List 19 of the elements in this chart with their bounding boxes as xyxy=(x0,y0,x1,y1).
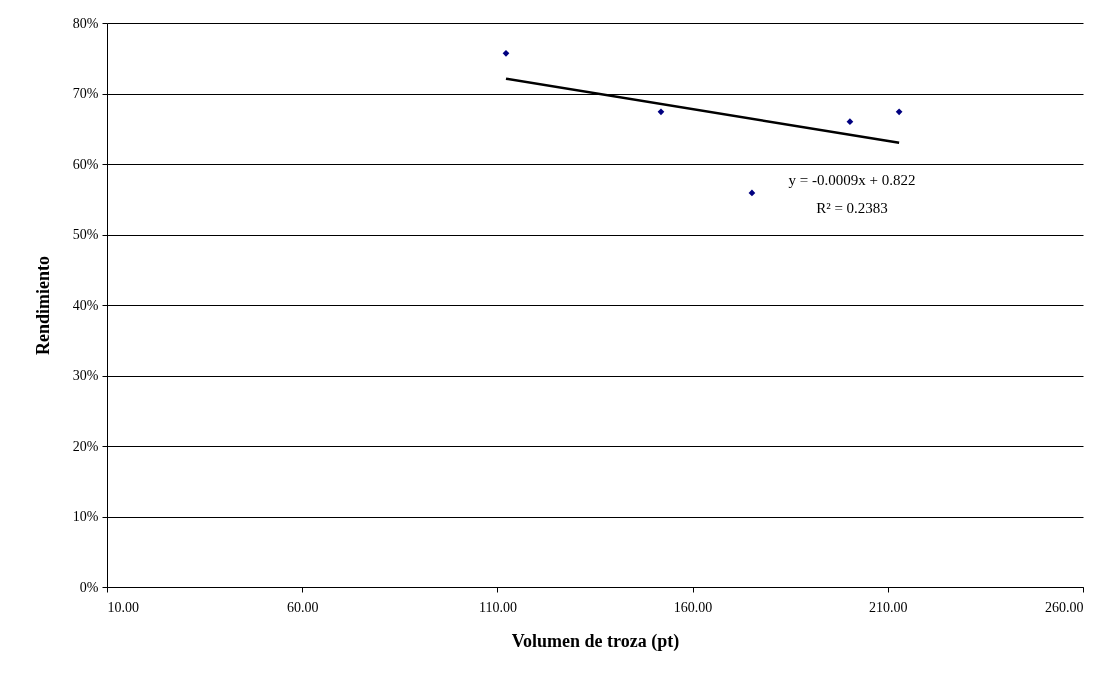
x-tick-label: 10.00 xyxy=(107,599,139,615)
annotation: y = -0.0009x + 0.822 xyxy=(788,172,916,188)
y-tick-label: 60% xyxy=(72,156,99,172)
y-tick-label: 80% xyxy=(72,15,99,31)
y-tick-label: 40% xyxy=(72,297,99,313)
y-tick-label: 70% xyxy=(72,86,99,101)
y-tick-label: 50% xyxy=(72,227,99,242)
x-tick-label: 110.00 xyxy=(478,599,517,615)
y-tick-label: 0% xyxy=(79,579,99,595)
x-tick-label: 210.00 xyxy=(869,599,908,615)
y-tick-label: 10% xyxy=(72,509,99,524)
x-tick-label: 260.00 xyxy=(1045,599,1084,615)
x-axis-title: Volumen de troza (pt) xyxy=(511,630,680,652)
x-tick-label: 60.00 xyxy=(286,599,319,615)
y-tick-label: 30% xyxy=(72,368,99,383)
y-tick-label: 20% xyxy=(72,438,99,454)
x-tick-label: 160.00 xyxy=(673,599,713,615)
annotation: R² = 0.2383 xyxy=(816,200,888,216)
y-axis-title: Rendimiento xyxy=(32,256,53,355)
